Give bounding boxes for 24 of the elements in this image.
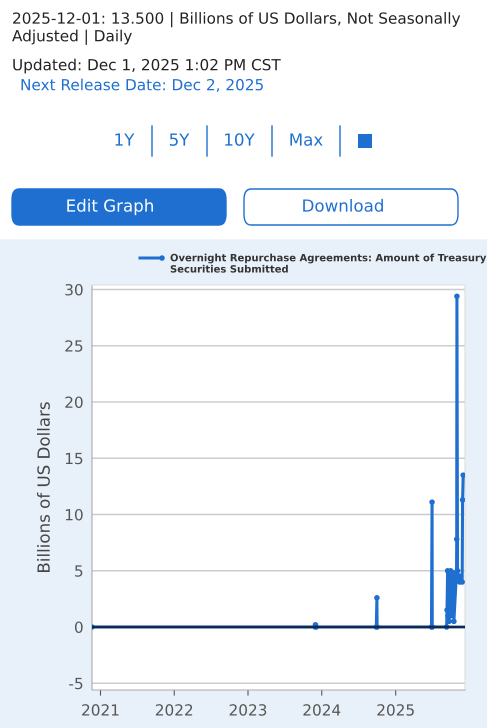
y-tick-label: 30 [65,284,83,296]
y-tick-label: 0 [74,621,83,634]
y-tick-label: 20 [65,396,83,408]
chart-title: 2025-12-01: 13.500 | Billions of US Dollars, Not Seasonally Adjusted | Daily [12,12,460,45]
y-tick-label: 25 [65,340,82,352]
text: Updated: Dec 1, 2025 1:02 PM CST [13,58,281,74]
y-tick-label: 15 [66,452,82,464]
legend-label: Overnight Repurchase Agreements: Amount of Treasury Securities Submitted [170,254,486,273]
x-tick-label: 2021 [82,704,119,716]
text: 10Y [225,133,255,146]
y-tick-label: 10 [66,508,83,521]
text: Edit Graph [67,198,153,216]
x-tick-label: 2025 [377,704,414,716]
text: Download [303,198,383,212]
y-tick-label: -5 [69,678,82,690]
y-axis-title: Billions of US Dollars [36,402,50,572]
text: 1Y [115,133,134,146]
text: 5Y [170,133,190,146]
y-tick-label: 5 [75,565,82,577]
x-tick-label: 2024 [303,704,340,716]
text: Next Release Date: Dec 2, 2025 [22,78,263,92]
x-tick-label: 2022 [156,704,192,716]
text: Max [290,133,323,146]
x-tick-label: 2023 [230,704,266,716]
